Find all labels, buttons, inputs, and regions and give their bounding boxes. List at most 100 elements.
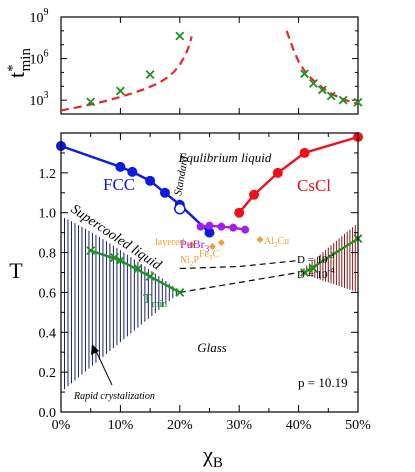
orange-points — [188, 236, 264, 251]
al2cu-tail: Cu — [278, 236, 290, 247]
x-tick-label-5: 50% — [345, 418, 371, 433]
top-ytick-labels: 103 106 109 — [30, 7, 49, 109]
rapid-arrow-head — [91, 344, 99, 355]
pressure-label: p = 10.19 — [298, 375, 348, 390]
d4-label: D = 10-4 — [297, 266, 334, 281]
y-axis-title: T — [9, 258, 23, 283]
top-marker-9 — [353, 97, 363, 107]
top-ytick-label-0: 103 — [30, 90, 49, 109]
marker-Tmin-1-stroke-b — [115, 256, 125, 265]
tmin-label: Tmin — [143, 292, 167, 310]
top-y-axis-title: t*min — [4, 48, 34, 78]
y-tick-label-6: 1.2 — [39, 167, 57, 182]
d3-label: D = 10-3 — [297, 251, 334, 266]
y-tick-label-1: 0.2 — [39, 366, 57, 381]
top-marker-6-stroke-b — [317, 85, 327, 95]
marker-CsCl-3 — [299, 147, 310, 158]
d3-base: D = 10 — [297, 254, 328, 266]
y-tick-label-5: 1.0 — [39, 207, 57, 222]
marker-FCC-1 — [115, 161, 126, 172]
bottom-panel: 0% 10% 20% 30% 40% 50% 0.00.20.40.60.81.01.2 … — [9, 131, 372, 471]
top-marker-7-stroke-b — [326, 91, 336, 101]
y-tick-label-0: 0.0 — [39, 406, 57, 421]
marker-tmin-extra-1 — [133, 264, 143, 273]
fe3c-sub: 3 — [209, 254, 213, 262]
x-tick-labels: 0% 10% 20% 30% 40% 50% — [52, 418, 372, 433]
top-marker-2 — [145, 70, 155, 80]
hatch-left-region — [60, 216, 181, 393]
top-ytick-label-exp-0: 3 — [44, 90, 49, 101]
top-ylabel-sup: * — [5, 64, 21, 72]
al2cu-sub: 2 — [274, 241, 278, 249]
top-curves — [60, 30, 359, 112]
marker-CsCl-1 — [249, 189, 260, 200]
orange-point-2 — [217, 239, 225, 247]
orange-point-0 — [188, 241, 196, 249]
y-tick-label-2: 0.4 — [39, 326, 57, 341]
fe3c-base: Fe — [199, 249, 210, 260]
top-marker-9-stroke-b — [353, 97, 363, 107]
top-ytick-label-1: 106 — [30, 49, 49, 68]
diffusion-dashed-lines — [179, 259, 299, 293]
top-ytick-label-2: 109 — [30, 7, 49, 26]
marker-FCC-2 — [127, 166, 138, 177]
marker-tmin-extra-1-stroke-b — [133, 264, 143, 273]
top-marker-4-stroke-b — [300, 69, 309, 79]
marker-PuBr3-3 — [229, 223, 238, 232]
standard-point — [174, 202, 186, 215]
series-markers — [56, 131, 363, 297]
marker-Tmin-2-stroke-b — [145, 272, 155, 281]
orange-point-1 — [208, 243, 216, 251]
al2cu-base: Al — [264, 236, 274, 247]
top-marker-3-stroke-b — [175, 31, 185, 41]
series-line-Tmin — [90, 249, 181, 294]
bottom-ticks — [60, 132, 359, 413]
glass-label: Glass — [197, 340, 227, 355]
top-marker-0 — [86, 97, 96, 107]
series-line-Tmin-right — [303, 237, 359, 274]
xlabel-base: χ — [202, 442, 213, 467]
top-ticks — [60, 16, 359, 115]
y-tick-label-3: 0.6 — [39, 286, 57, 301]
top-marker-5-stroke-b — [309, 79, 318, 88]
marker-tmin-extra-0-stroke-b — [110, 253, 119, 262]
marker-FCC-3 — [145, 175, 156, 186]
top-markers — [86, 31, 363, 107]
x-axis-title: χB — [202, 442, 223, 471]
x-tick-label-3: 30% — [226, 418, 252, 433]
marker-FCC-4 — [159, 187, 170, 198]
ni2p-label: Ni2P — [180, 255, 200, 268]
x-tick-label-0: 0% — [52, 418, 71, 433]
cscl-label: CsCl — [297, 176, 331, 195]
top-marker-1 — [115, 86, 125, 96]
top-marker-8-stroke-b — [338, 95, 348, 105]
equilibrium-label: Equlibrium liquid — [178, 150, 272, 165]
marker-Tmin-0-stroke-b — [86, 246, 96, 256]
tmin-sub: min — [152, 299, 168, 310]
top-marker-8 — [338, 95, 348, 105]
rapid-arrow-shaft — [95, 350, 113, 386]
rapid-crystalization-label: Rapid crystalization — [73, 391, 155, 402]
marker-FCC-6 — [204, 227, 215, 238]
ni2p-sub: 2 — [190, 260, 194, 268]
top-ytick-label-exp-1: 6 — [44, 49, 49, 60]
fe3c-tail: C — [213, 249, 220, 260]
marker-Tmin-1 — [115, 256, 125, 265]
top-marker-5 — [309, 79, 318, 88]
tmin-base: T — [143, 292, 152, 307]
d3-sup: -3 — [328, 251, 335, 260]
pubr3-base: PuBr — [180, 237, 205, 251]
marker-Tmin-right-0-stroke-b — [300, 268, 309, 277]
marker-Tmin-2 — [145, 272, 155, 281]
marker-PuBr3-2 — [217, 222, 226, 231]
marker-PuBr3-4 — [241, 225, 250, 234]
fe3c-label: Fe3C — [199, 249, 220, 262]
marker-Tmin-0 — [86, 246, 96, 256]
xlabel-sub: B — [213, 455, 223, 471]
top-marker-2-stroke-b — [145, 70, 155, 80]
top-ylabel-sub: min — [18, 48, 34, 72]
top-marker-7 — [326, 91, 336, 101]
marker-tmin-extra-2-stroke-b — [309, 264, 318, 273]
top-marker-1-stroke-b — [115, 86, 125, 96]
